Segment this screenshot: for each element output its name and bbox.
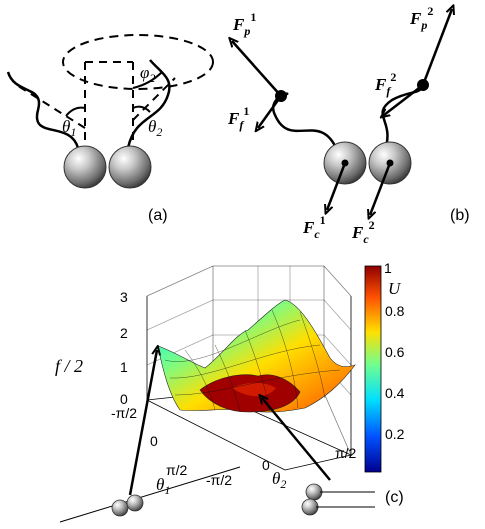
z-tick-3: 3 bbox=[120, 289, 128, 305]
theta1-label: θ1 bbox=[62, 117, 76, 139]
phi-angle-arc bbox=[132, 71, 163, 89]
energy-surface bbox=[157, 299, 356, 413]
panel-c-label: (c) bbox=[385, 489, 404, 506]
surface-ridge-red bbox=[232, 382, 276, 397]
colorbar-tick-0.2: 0.2 bbox=[385, 426, 405, 442]
theta2-arc bbox=[132, 105, 151, 113]
force-p2-arrow bbox=[421, 9, 452, 86]
pointer-arrow-left bbox=[128, 350, 157, 496]
center-dot-b1 bbox=[341, 159, 349, 167]
theta2-tick-zero: 0 bbox=[262, 457, 270, 473]
sphere-1 bbox=[63, 145, 107, 189]
flagellum-1 bbox=[6, 71, 80, 149]
sphere-2 bbox=[108, 145, 152, 189]
theta2-label: θ2 bbox=[148, 117, 162, 139]
panel-a: φ2 θ1 θ2 (a) bbox=[6, 34, 214, 224]
theta1-tick-pos: π/2 bbox=[166, 462, 188, 478]
flagellum-b1 bbox=[271, 92, 339, 151]
theta2-tick-pos: π/2 bbox=[335, 445, 357, 461]
theta1-axis-ticks: -π/2 0 π/2 bbox=[111, 405, 188, 478]
z-axis-ticks: 3 2 1 0 bbox=[120, 289, 128, 407]
theta1-tick-zero: 0 bbox=[150, 433, 158, 449]
force-f2-arrow bbox=[384, 84, 424, 115]
colorbar-tick-1: 1 bbox=[384, 260, 392, 276]
panel-c: 3 2 1 0 f / 2 -π/2 0 π/2 θ1 -π/2 0 π/2 θ… bbox=[55, 260, 405, 523]
angle-dashed-line-1 bbox=[14, 83, 86, 129]
z-tick-0: 0 bbox=[120, 391, 128, 407]
colorbar-tick-0.8: 0.8 bbox=[385, 303, 405, 319]
z-tick-2: 2 bbox=[120, 325, 128, 341]
force-c2-arrow bbox=[370, 162, 392, 215]
colorbar-tick-0.4: 0.4 bbox=[385, 385, 405, 401]
colorbar-tick-0.6: 0.6 bbox=[385, 344, 405, 360]
panel-b: Fp1 Ff1 Fp2 Ff2 Fc1 Fc2 (b) bbox=[227, 4, 470, 246]
force-c2-label: Fc2 bbox=[351, 218, 375, 246]
theta1-axis-label: θ1 bbox=[156, 475, 170, 497]
force-c1-label: Fc1 bbox=[302, 213, 326, 241]
force-p1-label: Fp1 bbox=[232, 10, 256, 38]
z-axis-label: f / 2 bbox=[55, 356, 83, 376]
colorbar-ticks: 1 0.8 0.6 0.4 0.2 bbox=[384, 260, 405, 442]
panel-b-label: (b) bbox=[450, 207, 470, 224]
force-p2-label: Fp2 bbox=[409, 4, 433, 32]
theta1-tick-neg: -π/2 bbox=[111, 405, 137, 421]
force-f1-label: Ff1 bbox=[227, 104, 249, 132]
theta2-tick-neg: -π/2 bbox=[206, 472, 232, 488]
theta2-axis-ticks: -π/2 0 π/2 bbox=[206, 445, 357, 488]
rotation-circle-dashed bbox=[62, 34, 214, 90]
theta1-arc bbox=[65, 106, 86, 117]
force-c1-arrow bbox=[327, 162, 347, 210]
colorbar bbox=[364, 265, 382, 473]
force-p1-arrow bbox=[232, 41, 282, 97]
force-f2-label: Ff2 bbox=[374, 70, 396, 98]
theta2-axis-label: θ2 bbox=[272, 469, 286, 491]
phi2-label: φ2 bbox=[140, 63, 155, 85]
flagellum-2 bbox=[126, 59, 171, 149]
center-dot-b2 bbox=[386, 159, 394, 167]
force-f1-arrow bbox=[258, 95, 283, 128]
inset-configuration-2 bbox=[301, 483, 375, 516]
panel-a-label: (a) bbox=[148, 207, 168, 224]
flagellum-b2 bbox=[381, 84, 425, 151]
inset-configuration-1 bbox=[59, 466, 241, 523]
colorbar-title: U bbox=[388, 279, 402, 298]
pointer-arrow-right bbox=[262, 398, 331, 481]
z-tick-1: 1 bbox=[120, 359, 128, 375]
